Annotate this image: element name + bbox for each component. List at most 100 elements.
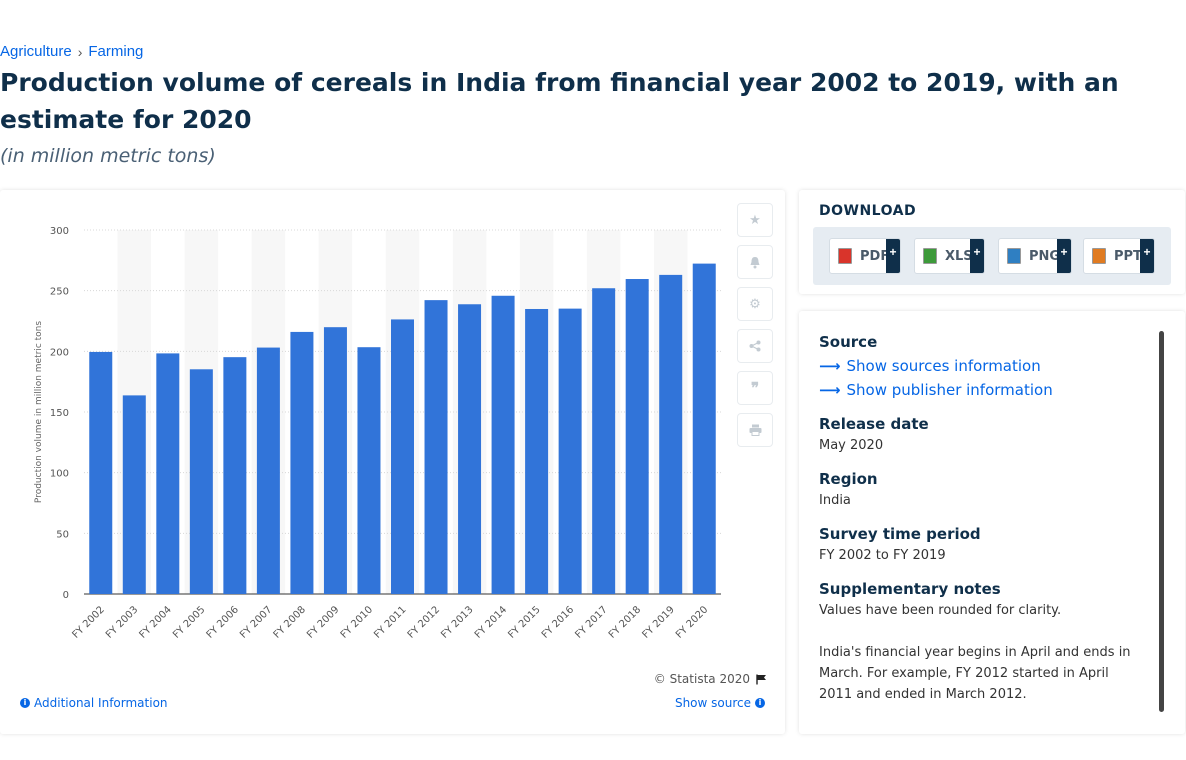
flag-icon[interactable]: [756, 674, 767, 685]
bar: [223, 357, 247, 594]
download-xls-label: XLS: [945, 248, 973, 264]
bar: [692, 263, 716, 594]
additional-info-label: Additional Information: [34, 696, 168, 710]
breadcrumb-separator: ›: [77, 43, 83, 60]
x-tick-label: FY 2007: [238, 604, 274, 640]
bell-icon: [750, 256, 760, 268]
survey-value: FY 2002 to FY 2019: [819, 548, 946, 563]
bar: [525, 308, 549, 594]
x-tick-label: FY 2020: [674, 604, 710, 640]
download-png-button[interactable]: PNG +: [998, 238, 1072, 274]
xls-file-icon: [923, 248, 937, 264]
quote-icon: ❞: [750, 380, 760, 397]
bar: [625, 279, 649, 594]
notification-button[interactable]: [737, 245, 773, 279]
y-tick-label: 0: [63, 590, 69, 601]
breadcrumb-agriculture[interactable]: Agriculture: [0, 43, 72, 60]
download-xls-button[interactable]: XLS +: [914, 238, 985, 274]
show-publisher-label: Show publisher information: [846, 381, 1053, 399]
x-tick-label: FY 2005: [171, 604, 207, 640]
show-sources-label: Show sources information: [846, 357, 1041, 375]
x-tick-label: FY 2014: [473, 604, 509, 640]
gear-icon: ⚙: [749, 296, 761, 311]
x-tick-label: FY 2003: [104, 604, 140, 640]
source-heading: Source: [819, 333, 878, 351]
breadcrumb-farming[interactable]: Farming: [88, 43, 144, 60]
x-tick-label: FY 2002: [70, 604, 106, 640]
bar: [424, 300, 448, 594]
x-tick-label: FY 2010: [339, 604, 375, 640]
page-subtitle: (in million metric tons): [0, 145, 216, 167]
ppt-file-icon: [1092, 248, 1106, 264]
bar: [391, 319, 414, 594]
download-pdf-button[interactable]: PDF +: [829, 238, 901, 274]
x-tick-label: FY 2015: [506, 604, 542, 640]
arrow-right-icon: ⟶: [819, 357, 841, 375]
x-tick-label: FY 2006: [205, 604, 241, 640]
release-heading: Release date: [819, 415, 929, 433]
png-plus-icon: +: [1057, 239, 1071, 273]
bar: [323, 327, 347, 594]
scrollbar-thumb[interactable]: [1159, 331, 1164, 712]
show-source-label: Show source: [674, 696, 751, 710]
x-tick-label: FY 2018: [607, 604, 643, 640]
region-value: India: [819, 493, 851, 508]
arrow-right-icon: ⟶: [819, 381, 841, 399]
y-tick-label: 150: [50, 408, 69, 419]
settings-button[interactable]: ⚙: [737, 287, 773, 321]
bar: [592, 288, 616, 594]
y-tick-label: 300: [50, 226, 69, 237]
x-tick-label: FY 2016: [540, 604, 576, 640]
y-tick-label: 50: [56, 529, 69, 540]
pdf-file-icon: [838, 248, 852, 264]
x-tick-label: FY 2008: [272, 604, 308, 640]
show-publisher-link[interactable]: ⟶ Show publisher information: [819, 381, 1053, 399]
bar: [491, 295, 515, 594]
x-tick-label: FY 2009: [305, 604, 341, 640]
copyright-text: © Statista 2020: [653, 672, 750, 686]
notes-value-2: India's financial year begins in April a…: [819, 645, 1131, 702]
cite-button[interactable]: ❞: [737, 371, 773, 405]
share-button[interactable]: [737, 329, 773, 363]
print-button[interactable]: [737, 413, 773, 447]
favorite-button[interactable]: ★: [737, 203, 773, 237]
bar: [458, 304, 482, 594]
bar: [558, 308, 582, 594]
copyright: © Statista 2020: [654, 672, 767, 686]
download-png-label: PNG: [1029, 248, 1061, 264]
download-pdf-label: PDF: [860, 248, 890, 264]
share-icon: [749, 340, 761, 352]
download-ppt-button[interactable]: PPT +: [1083, 238, 1155, 274]
breadcrumb: Agriculture › Farming: [0, 43, 143, 60]
pdf-plus-icon: +: [886, 239, 900, 273]
region-heading: Region: [819, 470, 878, 488]
x-tick-label: FY 2011: [372, 604, 408, 640]
info-icon: i: [755, 698, 765, 708]
x-tick-label: FY 2004: [138, 604, 174, 640]
download-ppt-label: PPT: [1114, 248, 1142, 264]
bar: [290, 331, 314, 594]
bar: [256, 347, 280, 594]
chart-card: 0 50 100 150 200 250 300 FY 2002 FY 2003 FY 2004 F…: [0, 190, 785, 734]
xls-plus-icon: +: [970, 239, 984, 273]
bar: [659, 274, 683, 594]
y-tick-label: 100: [50, 469, 69, 480]
x-tick-label: FY 2019: [640, 604, 676, 640]
y-tick-label: 200: [50, 347, 69, 358]
y-axis-label: Production volume in million metric tons: [34, 321, 44, 503]
x-tick-label: FY 2012: [406, 604, 442, 640]
y-tick-label: 250: [50, 287, 69, 298]
download-card: DOWNLOAD PDF + XLS + PNG + PPT +: [799, 190, 1185, 294]
show-source-link[interactable]: Show source i: [675, 696, 765, 710]
ppt-plus-icon: +: [1140, 239, 1154, 273]
download-bar: PDF + XLS + PNG + PPT +: [813, 227, 1171, 285]
additional-info-link[interactable]: i Additional Information: [20, 696, 168, 710]
page-title: Production volume of cereals in India fr…: [0, 68, 1119, 134]
print-icon: [749, 424, 761, 436]
survey-heading: Survey time period: [819, 525, 981, 543]
bar: [156, 353, 180, 594]
show-sources-link[interactable]: ⟶ Show sources information: [819, 357, 1041, 375]
star-icon: ★: [749, 212, 761, 227]
x-tick-label: FY 2013: [439, 604, 475, 640]
